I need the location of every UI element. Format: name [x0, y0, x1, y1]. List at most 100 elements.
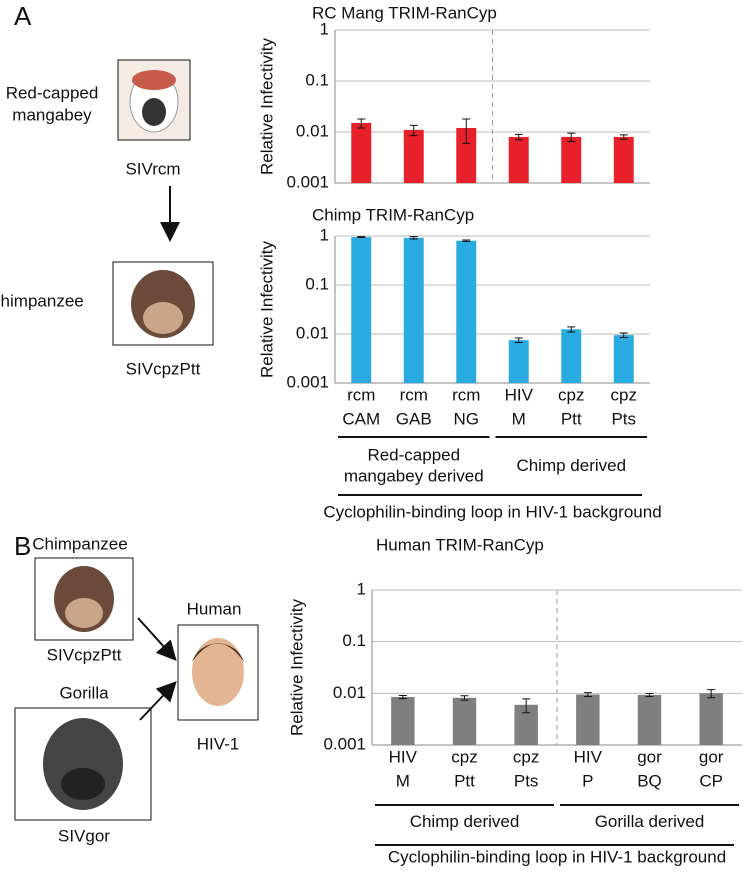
bar — [456, 127, 477, 183]
virus-name: HIV-1 — [197, 734, 240, 753]
bar — [452, 697, 477, 745]
x-tick-label: Ptt — [454, 771, 475, 790]
panel-label: B — [14, 531, 31, 561]
y-axis-label: Relative Infectivity — [257, 241, 276, 378]
hair — [192, 643, 244, 662]
error-bar — [619, 332, 628, 338]
panel-label: A — [14, 1, 32, 31]
error-bar — [522, 698, 531, 714]
arrow — [139, 681, 177, 721]
x-tick-label: rcm — [400, 385, 428, 404]
error-bar — [357, 118, 366, 129]
x-tick-label: CP — [699, 771, 723, 790]
bar — [613, 335, 634, 383]
error-bar — [398, 694, 407, 700]
y-tick-label: 1 — [320, 225, 329, 244]
x-tick-label: M — [512, 409, 526, 428]
group-label: Gorilla derived — [595, 812, 705, 831]
x-tick-label: Pts — [514, 771, 539, 790]
bar — [561, 329, 582, 383]
chart-title: Chimp TRIM-RanCyp — [312, 205, 474, 224]
bar — [514, 704, 538, 745]
y-axis-label: Relative Infectivity — [257, 38, 276, 175]
arrow — [137, 617, 177, 661]
error-bar — [514, 337, 523, 344]
chart-title: RC Mang TRIM-RanCyp — [312, 3, 497, 22]
bar — [508, 136, 529, 183]
error-bar — [409, 124, 418, 137]
bar — [561, 136, 582, 183]
virus-name: SIVrcm — [125, 159, 180, 178]
x-tick-label: cpz — [558, 385, 584, 404]
bar — [351, 123, 372, 183]
x-tick-label: NG — [454, 409, 480, 428]
error-bar — [583, 692, 592, 697]
chart-title: Human TRIM-RanCyp — [376, 535, 544, 554]
muzzle — [65, 598, 103, 628]
x-axis-label: Cyclophilin-binding loop in HIV-1 backgr… — [323, 502, 661, 521]
bar — [508, 340, 529, 383]
y-tick-label: 0.001 — [323, 734, 366, 753]
bar — [637, 694, 662, 745]
error-bar — [460, 695, 469, 701]
y-tick-label: 1 — [320, 19, 329, 38]
x-tick-label: P — [582, 771, 593, 790]
animal-name: Chimpanzee — [0, 291, 84, 310]
muzzle — [143, 302, 183, 334]
x-tick-label: GAB — [396, 409, 432, 428]
error-bar — [514, 133, 523, 141]
error-bar — [707, 689, 716, 699]
bar — [351, 237, 372, 383]
x-tick-label: Ptt — [561, 409, 582, 428]
y-tick-label: 0.001 — [286, 372, 329, 391]
x-tick-label: HIV — [505, 385, 534, 404]
y-tick-label: 0.01 — [333, 683, 366, 702]
y-tick-label: 0.001 — [286, 172, 329, 191]
y-tick-label: 1 — [357, 579, 366, 598]
x-tick-label: cpz — [611, 385, 637, 404]
bar — [403, 237, 424, 383]
x-axis-label: Cyclophilin-binding loop in HIV-1 backgr… — [388, 847, 726, 866]
error-bar — [409, 236, 418, 240]
x-tick-label: rcm — [452, 385, 480, 404]
x-tick-label: CAM — [342, 409, 380, 428]
group-label: Chimp derived — [516, 456, 626, 475]
y-tick-label: 0.1 — [342, 631, 366, 650]
error-bar — [462, 118, 471, 144]
bar — [403, 129, 424, 183]
y-tick-label: 0.1 — [305, 70, 329, 89]
y-tick-label: 0.1 — [305, 274, 329, 293]
virus-name: SIVgor — [58, 826, 110, 845]
error-bar — [567, 326, 576, 333]
animal-name: Gorilla — [59, 683, 109, 702]
group-label: Red-capped — [367, 445, 460, 464]
x-tick-label: gor — [637, 747, 662, 766]
muzzle — [61, 768, 105, 800]
x-tick-label: rcm — [347, 385, 375, 404]
animal-name: Chimpanzee — [32, 534, 127, 553]
error-bar — [567, 132, 576, 143]
error-bar — [645, 693, 654, 697]
virus-name: SIVcpzPtt — [47, 645, 122, 664]
bar — [576, 694, 600, 745]
virus-name: SIVcpzPtt — [126, 359, 201, 378]
x-tick-label: BQ — [637, 771, 662, 790]
bar — [613, 136, 634, 183]
bar — [391, 696, 415, 745]
animal-name: mangabey — [12, 105, 92, 124]
animal-name: Red-capped — [6, 83, 99, 102]
bar — [456, 240, 477, 383]
y-tick-label: 0.01 — [296, 323, 329, 342]
x-tick-label: gor — [699, 747, 724, 766]
y-axis-label: Relative Infectivity — [287, 599, 306, 736]
bar — [699, 693, 723, 745]
error-bar — [462, 239, 471, 243]
x-tick-label: HIV — [389, 747, 418, 766]
error-bar — [357, 236, 366, 239]
x-tick-label: HIV — [574, 747, 603, 766]
x-tick-label: Pts — [611, 409, 636, 428]
muzzle — [142, 98, 166, 126]
group-label: mangabey derived — [344, 466, 484, 485]
error-bar — [619, 134, 628, 140]
